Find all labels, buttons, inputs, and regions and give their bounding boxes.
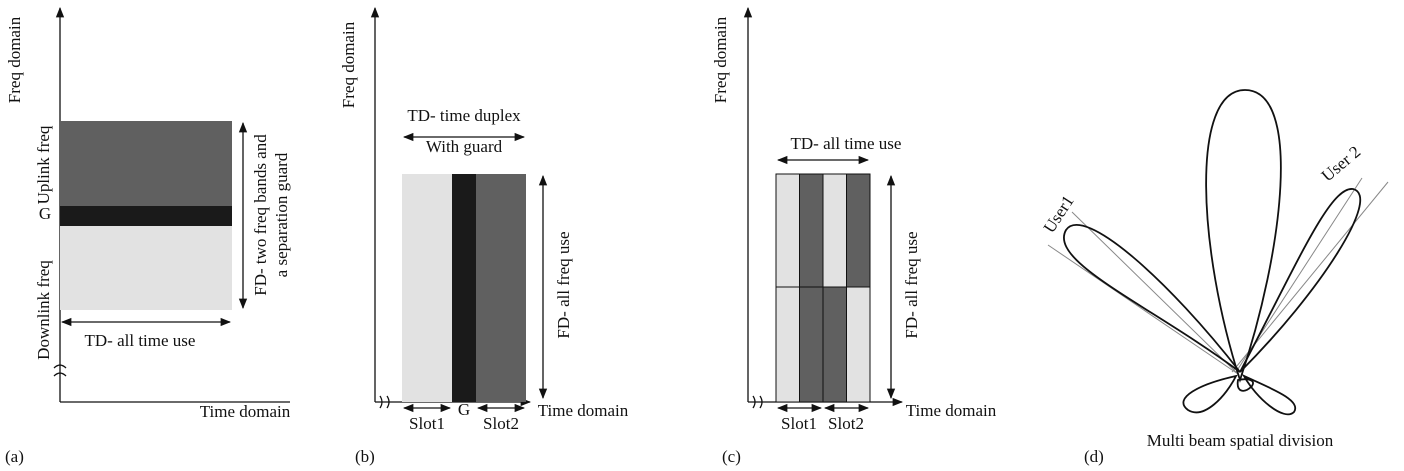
fd-label: FD- all freq use bbox=[554, 231, 573, 338]
caption: (d) bbox=[1084, 447, 1104, 466]
fd-label: FD- two freq bands and bbox=[251, 134, 270, 296]
panel-a: Freq domain Uplink freq G Downlink freq … bbox=[5, 6, 291, 466]
y-label: Freq domain bbox=[5, 16, 24, 103]
side-lobe bbox=[1236, 378, 1254, 392]
guard-label: G bbox=[39, 204, 51, 223]
beam-pattern bbox=[1063, 89, 1362, 416]
slot1-label: Slot1 bbox=[409, 414, 445, 433]
td-label: TD- all time use bbox=[791, 134, 902, 153]
slot2-label: Slot2 bbox=[828, 414, 864, 433]
x-label: Time domain bbox=[538, 401, 629, 420]
td-label: TD- all time use bbox=[85, 331, 196, 350]
caption: (b) bbox=[355, 447, 375, 466]
slot-cell bbox=[846, 173, 871, 288]
y-label: Freq domain bbox=[339, 21, 358, 108]
y-label: Freq domain bbox=[711, 16, 730, 103]
td-label: With guard bbox=[426, 137, 503, 156]
guard-block bbox=[452, 174, 476, 402]
guard-band bbox=[60, 206, 232, 226]
main-lobe bbox=[1205, 89, 1282, 383]
fd-label: a separation guard bbox=[272, 152, 291, 277]
user2-lobe bbox=[1239, 188, 1362, 373]
slot2-block bbox=[476, 174, 526, 402]
panel-title: Multi beam spatial division bbox=[1147, 431, 1334, 450]
caption: (c) bbox=[722, 447, 741, 466]
axis-break bbox=[379, 395, 390, 409]
td-label: TD- time duplex bbox=[407, 106, 521, 125]
caption: (a) bbox=[5, 447, 24, 466]
panel-b: Freq domain TD- time duplex With guard F… bbox=[339, 6, 629, 466]
user1-lobe bbox=[1063, 224, 1241, 373]
slot2-label: Slot2 bbox=[483, 414, 519, 433]
slot-cell bbox=[775, 173, 800, 288]
side-lobe bbox=[1182, 374, 1238, 414]
user1-line bbox=[1047, 244, 1239, 375]
downlink-label: Downlink freq bbox=[34, 260, 53, 360]
slot-cell bbox=[822, 286, 847, 403]
slot-cell bbox=[822, 173, 847, 288]
user2-label: User 2 bbox=[1318, 142, 1365, 185]
panel-c: Freq domain TD- all time use FD- all fre… bbox=[711, 6, 997, 466]
x-label: Time domain bbox=[200, 402, 291, 421]
slot-cell bbox=[799, 173, 824, 288]
guard-label: G bbox=[458, 400, 470, 419]
user1-label: User1 bbox=[1040, 192, 1078, 236]
slot-cell bbox=[799, 286, 824, 403]
axis-break bbox=[752, 395, 763, 409]
slot-cell bbox=[846, 286, 871, 403]
side-lobe bbox=[1241, 374, 1297, 416]
slot1-block bbox=[402, 174, 452, 402]
slot-cell bbox=[775, 286, 800, 403]
fd-label: FD- all freq use bbox=[902, 231, 921, 338]
axis-break bbox=[53, 364, 67, 377]
x-label: Time domain bbox=[906, 401, 997, 420]
uplink-band bbox=[60, 121, 232, 206]
user1-line bbox=[1071, 211, 1239, 375]
user2-line bbox=[1231, 181, 1389, 373]
slot1-label: Slot1 bbox=[781, 414, 817, 433]
panel-d: User1 User 2 Multi beam spatial division… bbox=[1040, 89, 1389, 466]
uplink-label: Uplink freq bbox=[34, 125, 53, 204]
slot-grid bbox=[775, 173, 871, 403]
downlink-band bbox=[60, 226, 232, 310]
